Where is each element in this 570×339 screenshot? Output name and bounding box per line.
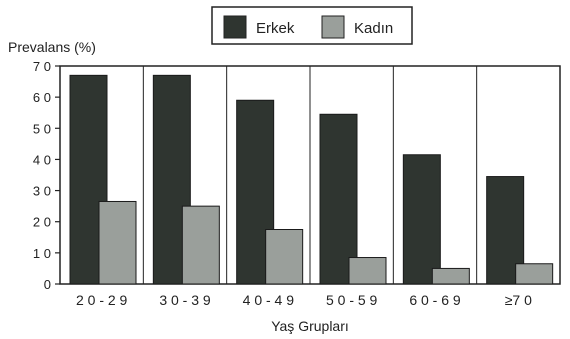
bar-erkek-3 xyxy=(319,113,358,285)
y-axis-ticks: 0 1 0 2 0 3 0 4 0 5 0 6 0 7 0 xyxy=(33,59,60,292)
bar-kadn-0 xyxy=(98,200,137,285)
y-tick-label: 3 0 xyxy=(33,184,51,199)
bar-erkek-4 xyxy=(402,154,441,285)
legend: Erkek Kadın xyxy=(211,6,413,45)
x-tick-label: 2 0 - 2 9 xyxy=(76,292,128,308)
y-tick-label: 7 0 xyxy=(33,59,51,74)
x-axis-tick-labels: 2 0 - 2 9 3 0 - 3 9 4 0 - 4 9 5 0 - 5 9 6 0 … xyxy=(76,292,532,308)
legend-swatch-kadin xyxy=(321,15,345,39)
legend-swatch-erkek xyxy=(223,15,247,39)
y-axis-title: Prevalans (%) xyxy=(8,39,96,55)
y-tick-label: 6 0 xyxy=(33,90,51,105)
y-tick-label: 2 0 xyxy=(33,215,51,230)
bars xyxy=(69,74,554,285)
bar-kadn-3 xyxy=(348,257,387,285)
x-tick-label: 3 0 - 3 9 xyxy=(159,292,211,308)
legend-label-erkek: Erkek xyxy=(256,20,295,37)
y-tick-label: 0 xyxy=(44,277,51,292)
x-tick-label: 5 0 - 5 9 xyxy=(326,292,378,308)
x-tick-label: 4 0 - 4 9 xyxy=(243,292,295,308)
y-tick-label: 1 0 xyxy=(33,246,51,261)
bar-erkek-1 xyxy=(152,74,191,285)
y-tick-label: 4 0 xyxy=(33,152,51,167)
bar-kadn-5 xyxy=(515,263,554,285)
bar-kadn-2 xyxy=(265,229,304,285)
bar-kadn-1 xyxy=(181,205,220,285)
x-axis-title: Yaş Grupları xyxy=(271,318,349,334)
bar-kadn-4 xyxy=(431,267,470,285)
legend-label-kadin: Kadın xyxy=(354,20,393,37)
vertical-gridlines xyxy=(142,66,478,284)
x-tick-label: 6 0 - 6 9 xyxy=(409,292,461,308)
y-tick-label: 5 0 xyxy=(33,121,51,136)
x-tick-label: ≥7 0 xyxy=(505,292,532,308)
